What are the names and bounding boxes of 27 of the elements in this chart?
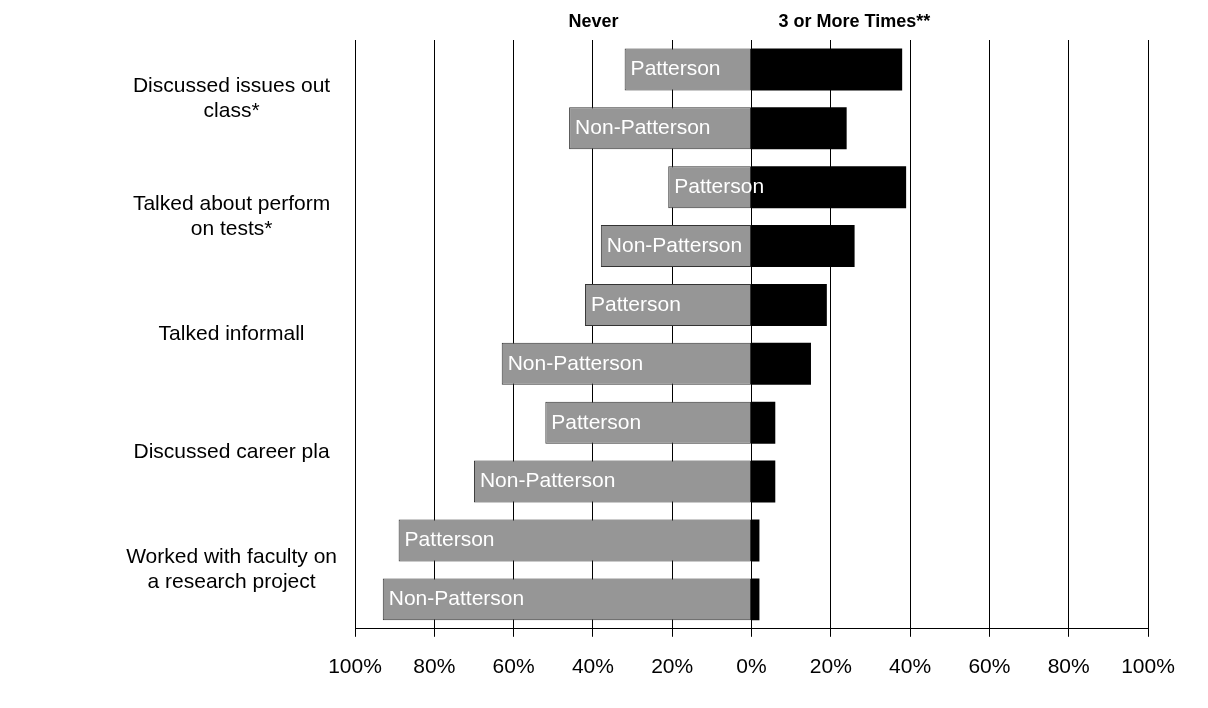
data-label: Non-Patterson <box>479 468 616 492</box>
x-tick-label: 20% <box>809 654 852 678</box>
x-tick-label: 0% <box>736 654 767 678</box>
x-tick-label: 80% <box>413 654 456 678</box>
data-label: Patterson <box>404 527 495 551</box>
data-label: Non-Patterson <box>507 350 644 374</box>
series-label: 3 or More Times** <box>778 10 931 31</box>
data-label: Patterson <box>630 56 721 80</box>
series-label: Never <box>568 10 619 31</box>
data-label: Patterson <box>551 409 642 433</box>
data-label: Patterson <box>590 291 681 315</box>
y-tick-label: Talked about perform on tests* <box>132 190 331 240</box>
y-tick-label: Discussed career pla <box>133 438 330 462</box>
data-label: Non-Patterson <box>575 115 711 139</box>
x-tick-label: 100% <box>1121 654 1175 678</box>
data-label: Non-Patterson <box>388 586 525 610</box>
x-tick-label: 20% <box>651 654 694 678</box>
y-tick-label: Talked informall <box>158 321 305 345</box>
x-tick-label: 60% <box>968 654 1011 678</box>
x-tick-label: 60% <box>492 654 535 678</box>
x-tick-label: 40% <box>571 654 614 678</box>
y-tick-label: Worked with faculty on a research project <box>126 544 337 593</box>
x-tick-label: 100% <box>328 654 382 678</box>
x-tick-label: 40% <box>889 654 932 678</box>
data-label: Non-Patterson <box>606 232 743 256</box>
x-tick-label: 80% <box>1047 654 1090 678</box>
y-tick-label: Discussed issues out class* <box>132 73 331 122</box>
